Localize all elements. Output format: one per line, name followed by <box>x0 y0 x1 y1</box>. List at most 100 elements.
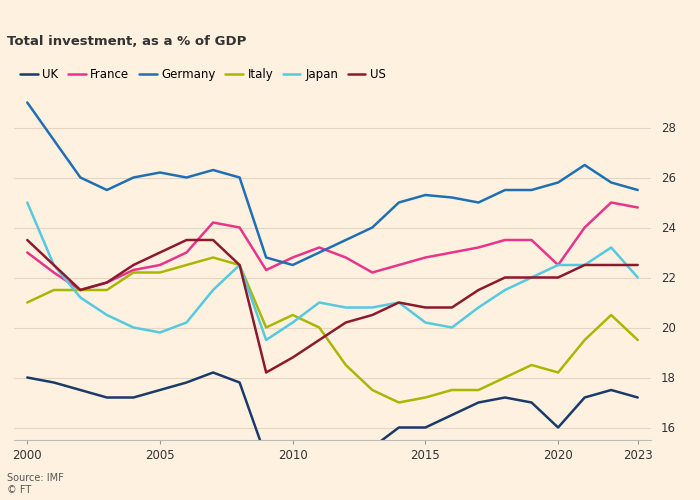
Japan <box>554 262 562 268</box>
UK <box>76 387 85 393</box>
Italy <box>607 312 615 318</box>
Japan <box>421 320 430 326</box>
Germany <box>395 200 403 205</box>
Italy <box>554 370 562 376</box>
France <box>235 224 244 230</box>
Germany <box>288 262 297 268</box>
US <box>288 354 297 360</box>
UK <box>315 450 323 456</box>
UK <box>395 424 403 430</box>
US <box>607 262 615 268</box>
UK <box>182 380 190 386</box>
Japan <box>634 274 642 280</box>
UK <box>262 454 270 460</box>
UK <box>103 394 111 400</box>
UK <box>156 387 164 393</box>
Line: Italy: Italy <box>27 258 638 402</box>
Italy <box>130 270 138 276</box>
US <box>103 280 111 285</box>
Line: Japan: Japan <box>27 202 638 340</box>
Line: US: US <box>27 240 638 372</box>
Italy <box>103 287 111 293</box>
Japan <box>76 294 85 300</box>
UK <box>580 394 589 400</box>
France <box>475 244 483 250</box>
Text: Total investment, as a % of GDP: Total investment, as a % of GDP <box>7 35 246 48</box>
France <box>156 262 164 268</box>
Italy <box>209 254 217 260</box>
France <box>50 270 58 276</box>
US <box>421 304 430 310</box>
Germany <box>448 194 456 200</box>
Italy <box>50 287 58 293</box>
Germany <box>421 192 430 198</box>
Germany <box>315 250 323 256</box>
Germany <box>580 162 589 168</box>
US <box>554 274 562 280</box>
US <box>448 304 456 310</box>
US <box>580 262 589 268</box>
France <box>76 287 85 293</box>
UK <box>288 454 297 460</box>
France <box>262 267 270 273</box>
Italy <box>262 324 270 330</box>
US <box>182 237 190 243</box>
Italy <box>76 287 85 293</box>
US <box>342 320 350 326</box>
Japan <box>607 244 615 250</box>
Japan <box>527 274 536 280</box>
Line: UK: UK <box>27 372 638 458</box>
Japan <box>209 287 217 293</box>
Germany <box>235 174 244 180</box>
France <box>342 254 350 260</box>
Germany <box>76 174 85 180</box>
France <box>130 267 138 273</box>
UK <box>554 424 562 430</box>
Germany <box>634 187 642 193</box>
Italy <box>342 362 350 368</box>
Italy <box>475 387 483 393</box>
US <box>315 337 323 343</box>
Italy <box>527 362 536 368</box>
UK <box>448 412 456 418</box>
Italy <box>395 400 403 406</box>
US <box>368 312 377 318</box>
UK <box>209 370 217 376</box>
Japan <box>182 320 190 326</box>
UK <box>130 394 138 400</box>
Germany <box>607 180 615 186</box>
France <box>182 250 190 256</box>
Germany <box>527 187 536 193</box>
France <box>395 262 403 268</box>
Line: Germany: Germany <box>27 102 638 265</box>
Japan <box>130 324 138 330</box>
France <box>580 224 589 230</box>
US <box>76 287 85 293</box>
US <box>262 370 270 376</box>
Italy <box>288 312 297 318</box>
France <box>288 254 297 260</box>
Line: France: France <box>27 202 638 290</box>
Japan <box>23 200 32 205</box>
US <box>23 237 32 243</box>
Italy <box>580 337 589 343</box>
Italy <box>23 300 32 306</box>
Germany <box>182 174 190 180</box>
Italy <box>448 387 456 393</box>
Japan <box>315 300 323 306</box>
France <box>421 254 430 260</box>
Japan <box>156 330 164 336</box>
UK <box>235 380 244 386</box>
Text: Source: IMF
© FT: Source: IMF © FT <box>7 474 64 495</box>
Japan <box>475 304 483 310</box>
Japan <box>368 304 377 310</box>
Italy <box>235 262 244 268</box>
Legend: UK, France, Germany, Italy, Japan, US: UK, France, Germany, Italy, Japan, US <box>20 68 386 81</box>
US <box>130 262 138 268</box>
Germany <box>475 200 483 205</box>
France <box>103 280 111 285</box>
Germany <box>103 187 111 193</box>
Germany <box>554 180 562 186</box>
US <box>395 300 403 306</box>
US <box>527 274 536 280</box>
